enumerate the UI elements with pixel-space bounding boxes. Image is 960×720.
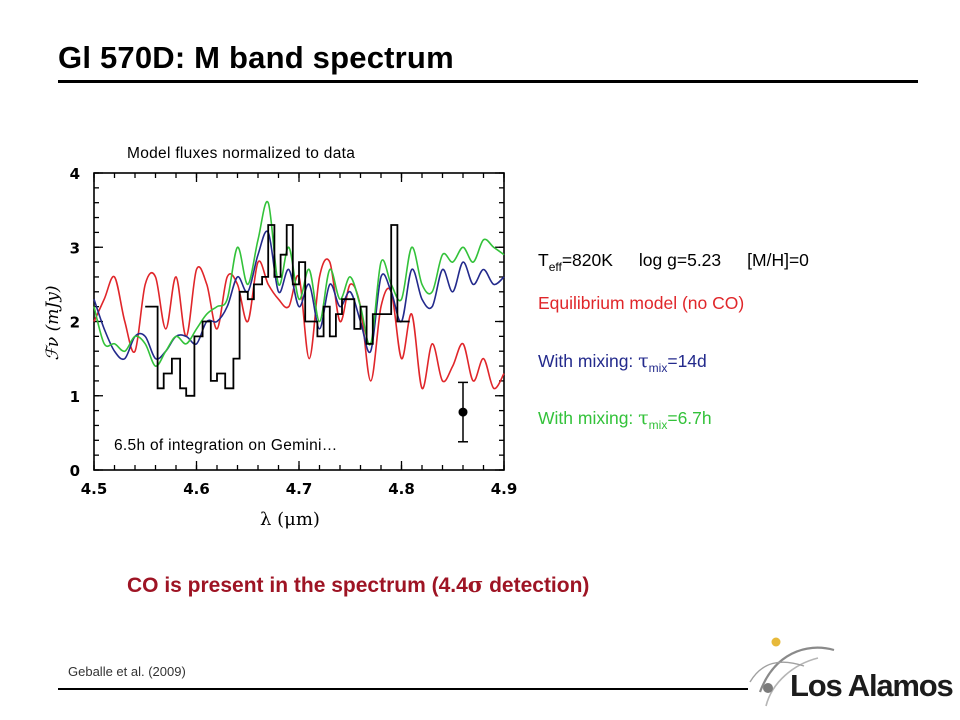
y-tick-label: 1 [70, 388, 80, 406]
error-bar-point [458, 407, 468, 417]
mixing-67h-model-line [93, 200, 505, 367]
mixing-14d-model-line [93, 230, 505, 361]
observed-spectrum-line [145, 224, 410, 397]
y-tick-label: 4 [70, 165, 80, 183]
metallicity-value: [M/H]=0 [747, 250, 809, 270]
conclusion-text: CO is present in the spectrum (4.4σ dete… [127, 572, 589, 598]
sigma-symbol: σ [467, 572, 484, 597]
footer-rule [58, 688, 748, 690]
title-underline [58, 80, 918, 83]
x-tick-label: 4.6 [183, 480, 210, 498]
y-tick-label: 2 [70, 314, 80, 332]
teff-symbol: T [538, 250, 549, 270]
teff-value: =820K [561, 250, 613, 270]
legend-mixing-67h-prefix: With mixing: [538, 408, 639, 428]
los-alamos-logo-icon [749, 637, 835, 707]
y-tick-label: 3 [70, 239, 80, 257]
slide-title: Gl 570D: M band spectrum [58, 40, 454, 75]
x-tick-label: 4.8 [388, 480, 415, 498]
y-axis-label: ℱν (mJy) [43, 286, 63, 361]
conclusion-prefix: CO is present in the spectrum (4.4 [127, 574, 468, 597]
x-tick-label: 4.7 [286, 480, 313, 498]
tau-subscript: mix [648, 418, 668, 432]
note-integration: 6.5h of integration on Gemini… [114, 437, 338, 454]
tau-symbol: τ [638, 350, 649, 372]
legend-mixing-67h: With mixing: τmix=6.7h [538, 407, 712, 432]
x-tick-label: 4.5 [81, 480, 108, 498]
x-tick-label: 4.9 [491, 480, 518, 498]
legend-mixing-14d: With mixing: τmix=14d [538, 350, 707, 375]
equilibrium-model-line [93, 258, 505, 390]
x-axis-label: λ (μm) [260, 509, 320, 530]
chart-ticks: 4.5 4.6 4.7 4.8 4.9 0 1 2 3 4 [70, 165, 518, 498]
chart-lines [93, 200, 505, 443]
teff-subscript: eff [548, 260, 562, 274]
conclusion-suffix: detection) [483, 574, 590, 597]
y-tick-label: 0 [70, 462, 80, 480]
logo-text: Los Alamos [790, 668, 954, 703]
legend-mixing-14d-value: =14d [667, 351, 707, 371]
tau-symbol: τ [638, 407, 649, 429]
citation: Geballe et al. (2009) [68, 664, 186, 679]
legend-equilibrium: Equilibrium model (no CO) [538, 293, 745, 313]
legend-model-params: Teff=820K log g=5.23 [M/H]=0 [538, 250, 809, 274]
legend-mixing-67h-value: =6.7h [667, 408, 712, 428]
logg-value: log g=5.23 [638, 250, 722, 270]
legend-mixing-14d-prefix: With mixing: [538, 351, 639, 371]
note-model-fluxes: Model fluxes normalized to data [127, 145, 356, 162]
plot-frame [93, 172, 505, 471]
tau-subscript: mix [648, 361, 668, 375]
